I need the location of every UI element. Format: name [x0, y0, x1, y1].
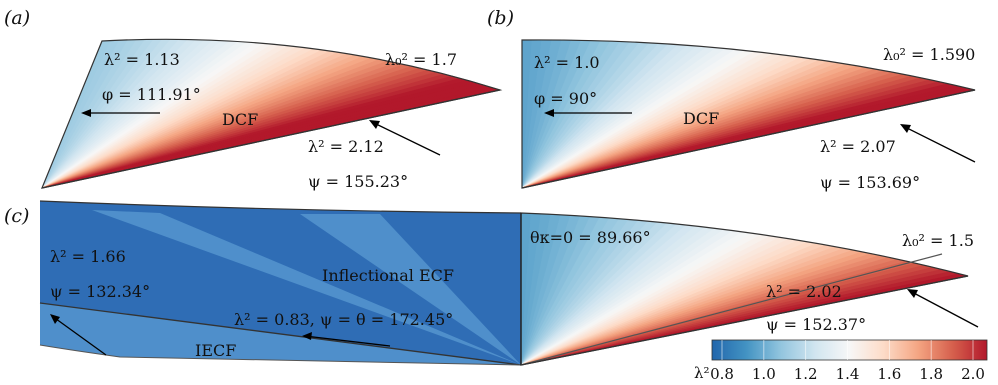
panel-c-lambda-right: λ² = 2.02 [766, 282, 842, 301]
panel-c-arrow-right [909, 290, 979, 328]
colorbar-symbol: λ² [694, 364, 710, 382]
panel-c-arrowhead-right [907, 289, 918, 298]
panel-b-arrowhead-right [900, 124, 911, 133]
panel-c-theta: θκ=0 = 89.66° [530, 228, 651, 247]
panel-a-tag: (a) [4, 7, 30, 29]
panel-c-arrowhead-iecf [50, 314, 60, 324]
panel-b-lambda-upper: λ² = 1.0 [534, 53, 600, 72]
colorbar-tick-label: 1.4 [836, 365, 860, 383]
panel-a-interface [41, 89, 501, 189]
panel-c-streak-2 [300, 214, 521, 365]
colorbar-bar [711, 339, 988, 361]
panel-a-fan [41, 38, 502, 189]
panel-a-lambda0: λ₀² = 1.7 [385, 50, 457, 69]
panel-c-psi-right: ψ = 152.37° [766, 315, 866, 334]
colorbar-tick-label: 1.2 [794, 365, 818, 383]
colorbar-tick-label: 2.0 [961, 365, 985, 383]
panel-c-top-outline [39, 200, 522, 214]
panel-c-region-iecf: IECF [195, 341, 236, 360]
colorbar-tick-label: 1.0 [752, 365, 776, 383]
panel-c-bottom-outline [39, 344, 522, 366]
panel-c-arrow-iecf [51, 315, 107, 356]
panel-b-region-dcf: DCF [683, 109, 719, 128]
panel-a-psi: ψ = 155.23° [308, 172, 408, 191]
panel-a: (a) λ² = 1.13 φ = 111.91° λ₀² = 1.7 DCF … [4, 7, 503, 191]
panel-b-psi: ψ = 153.69° [820, 173, 920, 192]
panel-a-lambda-lower: λ² = 2.12 [308, 137, 384, 156]
panel-c-arrow-mid [304, 335, 391, 347]
colorbar-ticks: 0.8 1.0 1.2 1.4 1.6 1.8 2.0 [710, 340, 985, 383]
panel-b: (b) λ² = 1.0 φ = 90° λ₀² = 1.590 DCF λ² … [487, 7, 975, 192]
panel-c-iecf-interface [39, 302, 522, 366]
panel-b-arrow-right [902, 125, 976, 163]
panel-b-interface [521, 89, 976, 189]
panel-a-arrowhead-right [369, 120, 380, 129]
panel-c-right-outline [520, 212, 969, 366]
panel-c-lambda0: λ₀² = 1.5 [902, 231, 974, 250]
colorbar-tick-label: 1.6 [877, 365, 901, 383]
panel-a-phi: φ = 111.91° [102, 85, 201, 104]
panel-c-tag: (c) [4, 205, 29, 227]
panel-c-psi-left: ψ = 132.34° [50, 282, 150, 301]
panel-a-outline [41, 38, 503, 189]
panel-b-outline [521, 39, 976, 189]
panel-a-lambda-upper: λ² = 1.13 [104, 50, 180, 69]
panel-b-fan [521, 39, 976, 189]
panel-b-tag: (b) [487, 7, 514, 29]
panel-b-lambda-lower: λ² = 2.07 [820, 137, 896, 156]
panel-b-phi: φ = 90° [534, 89, 597, 108]
panel-c-streak-1 [92, 210, 521, 365]
colorbar-tick-label: 0.8 [710, 365, 734, 383]
panel-a-arrow-right [371, 121, 441, 156]
panel-c-lambda-left: λ² = 1.66 [50, 247, 126, 266]
panel-c-fan-edge [520, 253, 943, 366]
panel-c: (c) λ² = 1.66 ψ = 132.34° Inflectional E… [4, 200, 979, 366]
panel-b-arrowhead-left [544, 109, 554, 117]
panel-c-region-inflectional: Inflectional ECF [322, 266, 454, 285]
panel-c-arrowhead-mid [302, 332, 312, 340]
panel-b-lambda0: λ₀² = 1.590 [883, 45, 975, 64]
panel-a-arrowhead-left [81, 109, 91, 117]
panel-a-region-dcf: DCF [222, 110, 258, 129]
colorbar: λ² 0.8 1.0 1.2 1.4 1.6 1.8 2.0 [694, 339, 988, 383]
colorbar-tick-label: 1.8 [919, 365, 943, 383]
panel-c-interface-right [520, 275, 969, 366]
panel-c-lambda-mid: λ² = 0.83, ψ = θ = 172.45° [234, 310, 453, 329]
